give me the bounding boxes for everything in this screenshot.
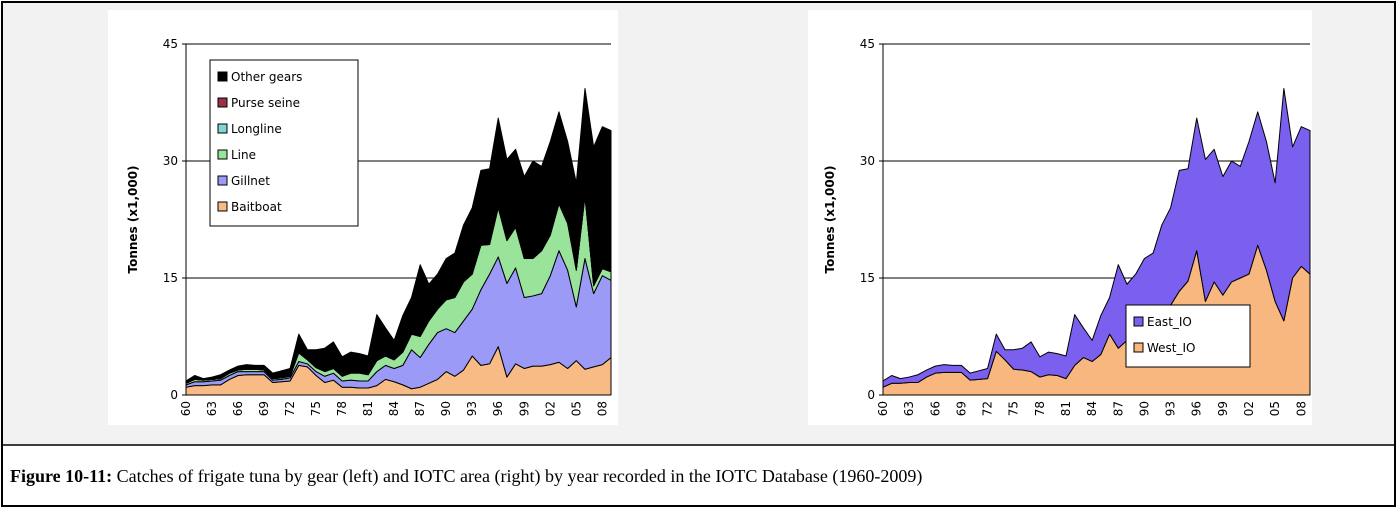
x-tick-label: 72 — [981, 401, 995, 416]
x-tick-label: 63 — [205, 401, 219, 416]
caption-label: Figure 10-11: — [10, 466, 112, 486]
legend-swatch — [217, 123, 228, 134]
x-tick-label: 66 — [928, 401, 942, 416]
x-tick-label: 84 — [1085, 401, 1099, 416]
y-tick-label: 15 — [163, 271, 178, 285]
x-tick-label: 81 — [1059, 401, 1073, 416]
legend-swatch — [217, 175, 228, 186]
x-tick-label: 78 — [335, 401, 349, 416]
y-tick-label: 30 — [163, 154, 178, 168]
x-tick-label: 90 — [439, 401, 453, 416]
x-tick-label: 08 — [1294, 401, 1308, 416]
x-tick-label: 69 — [257, 401, 271, 416]
legend-box — [1125, 304, 1251, 368]
area — [185, 87, 612, 384]
x-tick-label: 60 — [876, 401, 890, 416]
x-tick-label: 84 — [387, 401, 401, 416]
area — [882, 87, 1311, 388]
x-tick-label: 72 — [283, 401, 297, 416]
x-tick-label: 87 — [413, 401, 427, 416]
legend-label: West_IO — [1147, 341, 1196, 355]
x-tick-label: 66 — [231, 401, 245, 416]
x-tick-label: 75 — [309, 401, 323, 416]
legend-swatch — [1133, 316, 1144, 327]
x-tick-label: 93 — [1164, 401, 1178, 416]
x-tick-label: 02 — [543, 401, 557, 416]
legend-swatch — [217, 201, 228, 212]
x-tick-label: 08 — [595, 401, 609, 416]
legend-label: Longline — [231, 122, 282, 136]
legend-label: Purse seine — [231, 96, 300, 110]
x-tick-label: 99 — [1216, 401, 1230, 416]
y-tick-label: 30 — [860, 154, 875, 168]
caption-text: Catches of frigate tuna by gear (left) a… — [117, 466, 923, 487]
legend-box — [209, 59, 359, 227]
x-tick-label: 90 — [1137, 401, 1151, 416]
y-tick-label: 0 — [867, 388, 875, 402]
y-tick-label: 15 — [860, 271, 875, 285]
legend-label: East_IO — [1147, 315, 1192, 329]
y-axis-title: Tonnes (x1,000) — [823, 165, 837, 273]
legend-label: Other gears — [231, 70, 302, 84]
y-tick-label: 45 — [163, 37, 178, 51]
x-tick-label: 05 — [1268, 401, 1282, 416]
caption: Figure 10-11: Catches of frigate tuna by… — [10, 466, 922, 487]
caption-area — [3, 445, 1394, 505]
y-axis-title: Tonnes (x1,000) — [126, 165, 140, 273]
legend-swatch — [217, 97, 228, 108]
legend-swatch — [217, 71, 228, 82]
x-tick-label: 78 — [1033, 401, 1047, 416]
x-tick-label: 02 — [1242, 401, 1256, 416]
x-tick-label: 96 — [1190, 401, 1204, 416]
y-tick-label: 0 — [170, 388, 178, 402]
x-tick-label: 05 — [569, 401, 583, 416]
x-tick-label: 99 — [517, 401, 531, 416]
legend-label: Line — [231, 148, 256, 162]
x-tick-label: 81 — [361, 401, 375, 416]
y-tick-label: 45 — [860, 37, 875, 51]
x-tick-label: 60 — [179, 401, 193, 416]
x-tick-label: 96 — [491, 401, 505, 416]
legend-label: Baitboat — [231, 200, 282, 214]
x-tick-label: 69 — [954, 401, 968, 416]
legend-swatch — [217, 149, 228, 160]
x-tick-label: 93 — [465, 401, 479, 416]
x-tick-label: 87 — [1111, 401, 1125, 416]
x-tick-label: 75 — [1007, 401, 1021, 416]
legend-label: Gillnet — [231, 174, 270, 188]
x-tick-label: 63 — [902, 401, 916, 416]
legend-swatch — [1133, 342, 1144, 353]
